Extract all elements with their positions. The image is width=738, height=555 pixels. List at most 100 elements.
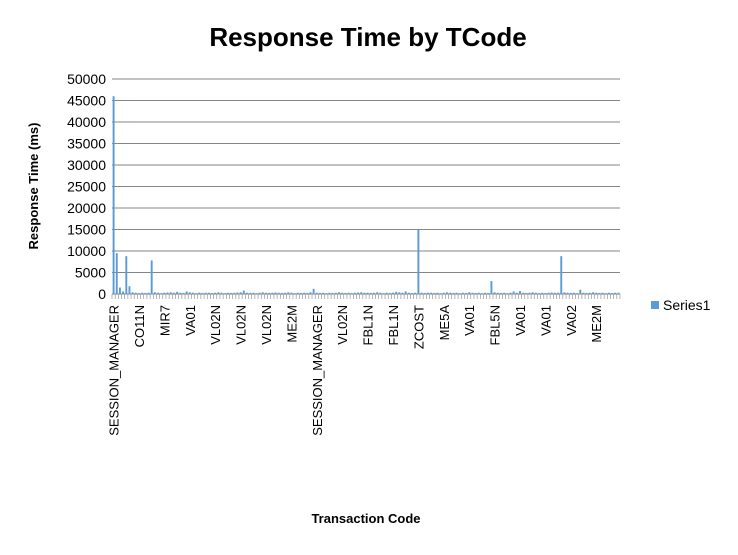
bar xyxy=(442,292,445,294)
x-tick-label: VL02N xyxy=(335,305,350,345)
bar xyxy=(382,293,385,294)
bar xyxy=(506,293,509,294)
bar xyxy=(315,292,318,294)
bar xyxy=(185,291,188,294)
bar xyxy=(163,292,166,294)
bar xyxy=(290,292,293,294)
bar xyxy=(598,292,601,294)
x-tick-label: ME2M xyxy=(589,305,604,343)
bar xyxy=(157,292,159,294)
bar xyxy=(312,288,315,294)
bar xyxy=(392,292,394,294)
bar xyxy=(166,292,169,294)
bar xyxy=(557,292,560,294)
bar xyxy=(496,292,499,294)
bar xyxy=(169,292,172,294)
bar xyxy=(334,292,337,294)
x-tick-label: FBL1N xyxy=(361,305,376,345)
bar xyxy=(430,292,433,294)
bar xyxy=(112,96,115,294)
bar xyxy=(138,293,140,294)
y-tick-label: 40000 xyxy=(67,114,106,130)
bar xyxy=(211,292,213,294)
bar xyxy=(426,292,429,294)
bar xyxy=(436,292,439,294)
bar xyxy=(385,292,388,294)
bar xyxy=(118,287,121,294)
bar xyxy=(490,281,493,294)
y-tick-label: 5000 xyxy=(75,265,106,281)
bar xyxy=(172,292,175,294)
bar xyxy=(455,292,458,294)
bar xyxy=(484,292,487,294)
bar xyxy=(252,292,255,294)
bar xyxy=(217,292,220,294)
bar xyxy=(366,292,369,294)
bar xyxy=(607,292,610,294)
bar xyxy=(268,292,271,294)
bar xyxy=(595,292,598,294)
bar xyxy=(338,292,340,294)
bar xyxy=(325,293,328,294)
bar xyxy=(357,292,360,294)
bar xyxy=(398,292,401,294)
bar xyxy=(306,292,309,294)
bar xyxy=(347,292,350,294)
bar xyxy=(439,293,442,294)
bar xyxy=(493,292,496,294)
bar xyxy=(477,292,480,294)
bar xyxy=(277,292,280,294)
bar xyxy=(468,292,471,294)
bar xyxy=(176,291,179,294)
bar xyxy=(214,292,217,294)
bar xyxy=(379,292,382,294)
bar xyxy=(544,292,547,294)
bar xyxy=(131,292,134,294)
bar xyxy=(519,290,521,294)
bar xyxy=(566,292,569,294)
x-tick-label: VL02N xyxy=(234,305,249,345)
bar xyxy=(547,292,550,294)
x-tick-label: VA01 xyxy=(513,305,528,336)
bar xyxy=(258,292,261,294)
bar xyxy=(433,292,436,294)
bar xyxy=(274,292,277,294)
y-tick-label: 30000 xyxy=(67,157,106,173)
bar xyxy=(407,292,410,294)
x-tick-label: MIR7 xyxy=(157,305,172,336)
bar xyxy=(128,286,131,294)
y-axis-title: Response Time (ms) xyxy=(26,123,41,250)
bar xyxy=(480,293,483,294)
bar xyxy=(153,292,156,294)
x-tick-label: FBL1N xyxy=(386,305,401,345)
bar xyxy=(369,292,372,294)
bar xyxy=(553,292,556,294)
bar xyxy=(411,292,413,294)
legend-swatch xyxy=(651,301,659,309)
x-tick-label: VL02N xyxy=(259,305,274,345)
bar xyxy=(188,292,191,294)
bar xyxy=(487,292,490,294)
bar xyxy=(195,293,198,294)
bar xyxy=(144,292,147,294)
x-tick-label: VL02N xyxy=(208,305,223,345)
bar xyxy=(585,292,588,294)
bar xyxy=(242,290,245,294)
bar xyxy=(236,292,239,294)
bar xyxy=(614,292,617,294)
bar xyxy=(388,292,391,294)
bar xyxy=(538,293,540,294)
bar xyxy=(522,292,525,294)
y-tick-label: 50000 xyxy=(67,71,106,87)
bar xyxy=(560,256,563,294)
bar xyxy=(303,292,306,294)
bar xyxy=(525,292,528,294)
bar xyxy=(233,292,236,294)
bar xyxy=(192,292,194,294)
bar xyxy=(360,292,363,294)
bar xyxy=(182,292,185,294)
bar xyxy=(452,292,455,294)
bar xyxy=(604,293,607,294)
bar xyxy=(550,292,553,294)
bar xyxy=(284,292,286,294)
